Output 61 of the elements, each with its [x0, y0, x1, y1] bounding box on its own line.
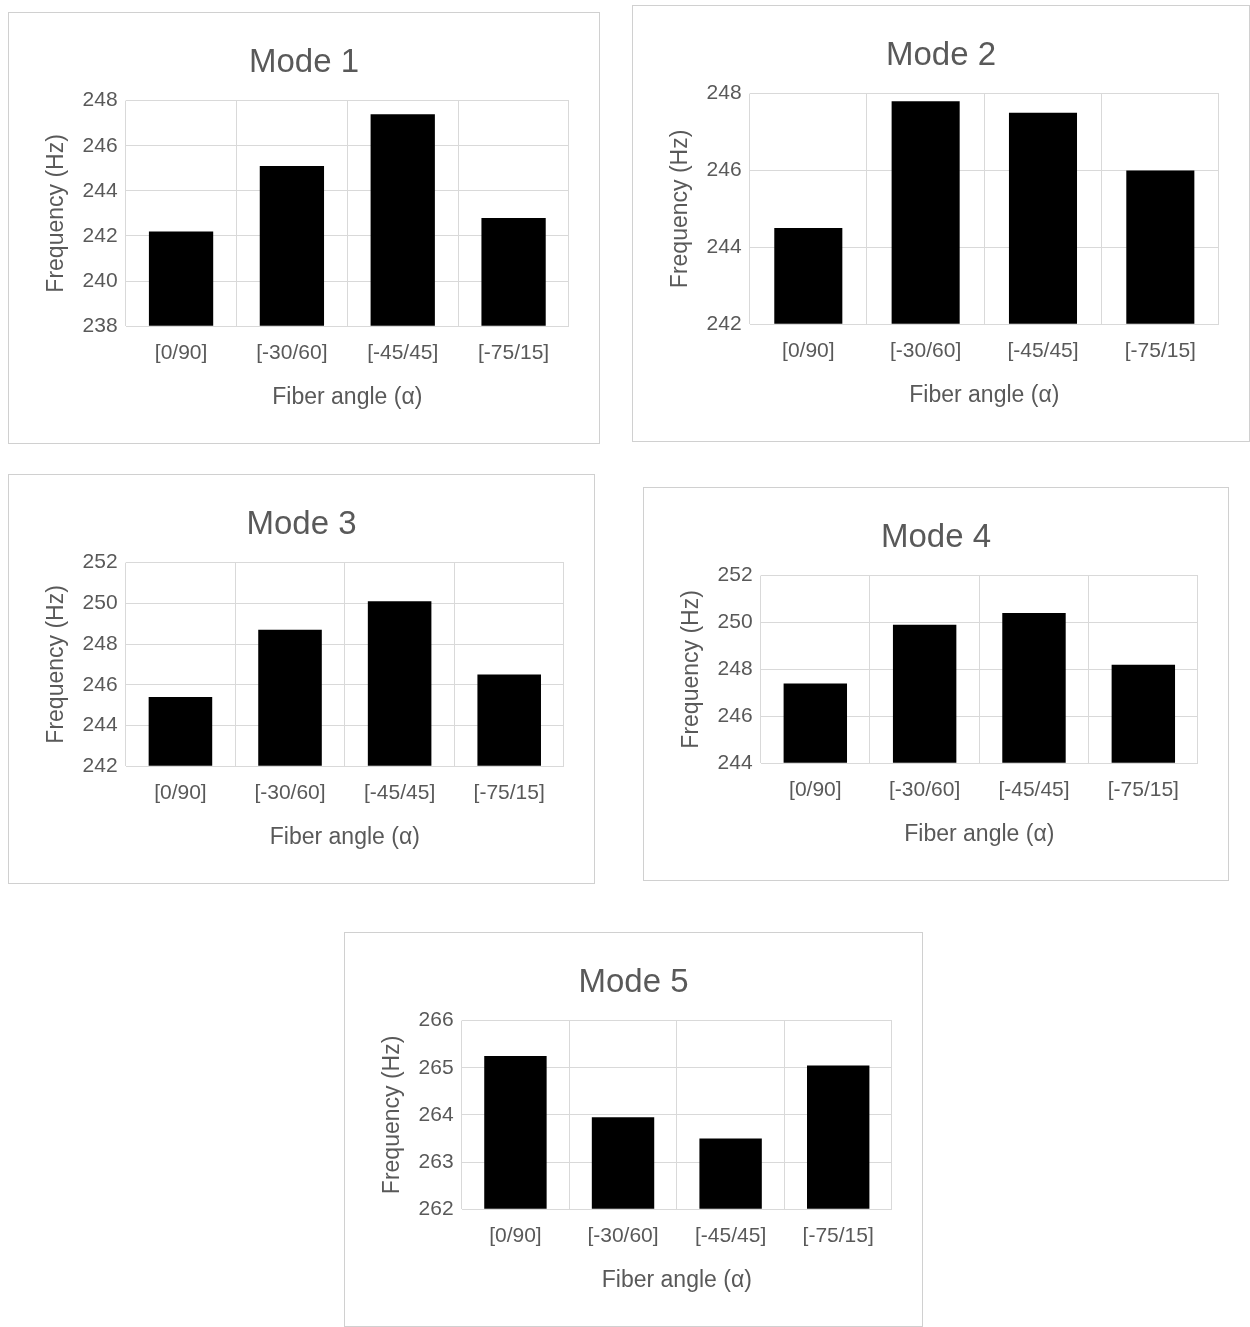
x-axis-title: Fiber angle (α) [269, 822, 420, 849]
y-tick-label: 248 [82, 87, 118, 111]
y-axis-title: Frequency (Hz) [42, 134, 69, 293]
x-tick-label: [-45/45] [367, 339, 439, 363]
x-axis-title: Fiber angle (α) [904, 819, 1055, 846]
chart-title: Mode 4 [880, 516, 992, 554]
y-tick-label: 244 [82, 177, 118, 201]
x-tick-label: [-30/60] [890, 337, 962, 361]
y-tick-label: 266 [418, 1007, 454, 1031]
y-tick-label: 242 [82, 753, 118, 776]
x-tick-label: [-45/45] [364, 779, 436, 803]
y-tick-label: 252 [717, 562, 753, 586]
y-tick-label: 248 [717, 656, 753, 680]
y-tick-label: 238 [82, 313, 118, 336]
y-axis-title: Frequency (Hz) [666, 129, 693, 289]
y-tick-label: 242 [82, 222, 118, 246]
chart-title: Mode 1 [248, 41, 360, 79]
x-tick-label: [0/90] [489, 1222, 542, 1246]
y-axis-title: Frequency (Hz) [677, 590, 704, 749]
y-tick-label: 246 [82, 671, 118, 695]
x-tick-label: [-75/15] [1107, 776, 1179, 800]
y-tick-label: 246 [706, 157, 742, 181]
x-tick-label: [-75/15] [1124, 337, 1196, 361]
y-axis-title: Frequency (Hz) [378, 1035, 405, 1195]
x-tick-label: [-45/45] [695, 1222, 767, 1246]
x-tick-label: [0/90] [789, 776, 842, 800]
y-tick-label: 244 [717, 750, 753, 773]
x-axis-title: Fiber angle (α) [272, 382, 423, 409]
x-axis-title: Fiber angle (α) [909, 380, 1060, 407]
y-tick-label: 242 [706, 311, 742, 334]
x-tick-label: [0/90] [154, 779, 207, 803]
chart-title: Mode 5 [578, 961, 689, 999]
y-tick-label: 250 [82, 590, 118, 614]
y-tick-label: 246 [82, 132, 118, 156]
y-tick-label: 262 [418, 1196, 454, 1219]
x-tick-label: [0/90] [154, 339, 208, 363]
y-tick-label: 252 [82, 549, 118, 573]
y-tick-label: 248 [706, 80, 742, 104]
y-tick-label: 240 [82, 267, 118, 291]
y-axis-title: Frequency (Hz) [42, 585, 69, 744]
x-tick-label: [-75/15] [802, 1222, 874, 1246]
y-tick-label: 246 [717, 703, 753, 727]
y-tick-label: 244 [82, 712, 118, 736]
y-tick-label: 248 [82, 630, 118, 654]
x-tick-label: [-75/15] [473, 779, 545, 803]
y-tick-label: 263 [418, 1148, 454, 1172]
x-tick-label: [-45/45] [998, 776, 1070, 800]
x-tick-label: [-30/60] [256, 339, 328, 363]
x-tick-label: [0/90] [782, 337, 835, 361]
x-tick-label: [-75/15] [477, 339, 550, 363]
x-tick-label: [-30/60] [587, 1222, 659, 1246]
x-axis-title: Fiber angle (α) [601, 1265, 752, 1292]
y-tick-label: 264 [418, 1101, 454, 1125]
x-tick-label: [-30/60] [254, 779, 326, 803]
y-tick-label: 244 [706, 234, 742, 258]
x-tick-label: [-30/60] [889, 776, 961, 800]
chart-title: Mode 3 [246, 503, 357, 541]
y-tick-label: 250 [717, 609, 753, 633]
y-tick-label: 265 [418, 1054, 454, 1078]
x-tick-label: [-45/45] [1007, 337, 1079, 361]
chart-title: Mode 2 [885, 34, 997, 72]
